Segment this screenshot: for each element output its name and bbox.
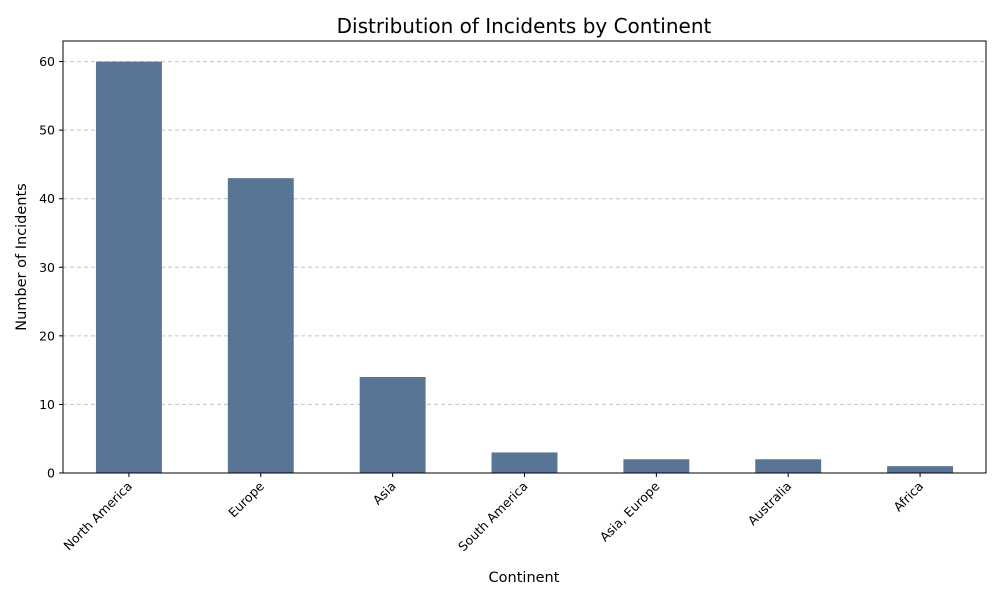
y-tick-label: 60 (39, 54, 55, 69)
x-tick-label: Asia (370, 479, 399, 508)
bar (491, 452, 558, 473)
x-axis-ticks: North America Europe Asia South America Asia… (60, 473, 926, 554)
x-tick-label: Australia (745, 479, 795, 529)
x-axis-label: Continent (489, 570, 560, 586)
x-tick-label: Asia, Europe (597, 478, 663, 544)
bar (227, 178, 294, 473)
chart-title: Distribution of Incidents by Continent (337, 14, 712, 38)
x-tick-label: Europe (225, 478, 267, 520)
bar (95, 61, 162, 473)
y-tick-label: 50 (39, 123, 55, 138)
y-tick-label: 0 (47, 466, 55, 481)
y-tick-label: 10 (39, 397, 55, 412)
y-axis-label: Number of Incidents (14, 183, 30, 330)
bar (887, 466, 954, 473)
y-tick-label: 40 (39, 191, 55, 206)
bar (359, 377, 426, 473)
y-axis-ticks: 0 10 20 30 40 50 60 (39, 54, 63, 481)
bar (623, 459, 690, 473)
grid-lines (63, 61, 986, 405)
plot-frame (62, 40, 987, 474)
x-tick-label: Africa (890, 479, 926, 515)
x-tick-label: North America (60, 479, 135, 554)
x-tick-label: South America (455, 479, 531, 555)
y-tick-label: 30 (39, 260, 55, 275)
bars (95, 61, 954, 473)
bar (755, 459, 822, 473)
y-tick-label: 20 (39, 328, 55, 343)
